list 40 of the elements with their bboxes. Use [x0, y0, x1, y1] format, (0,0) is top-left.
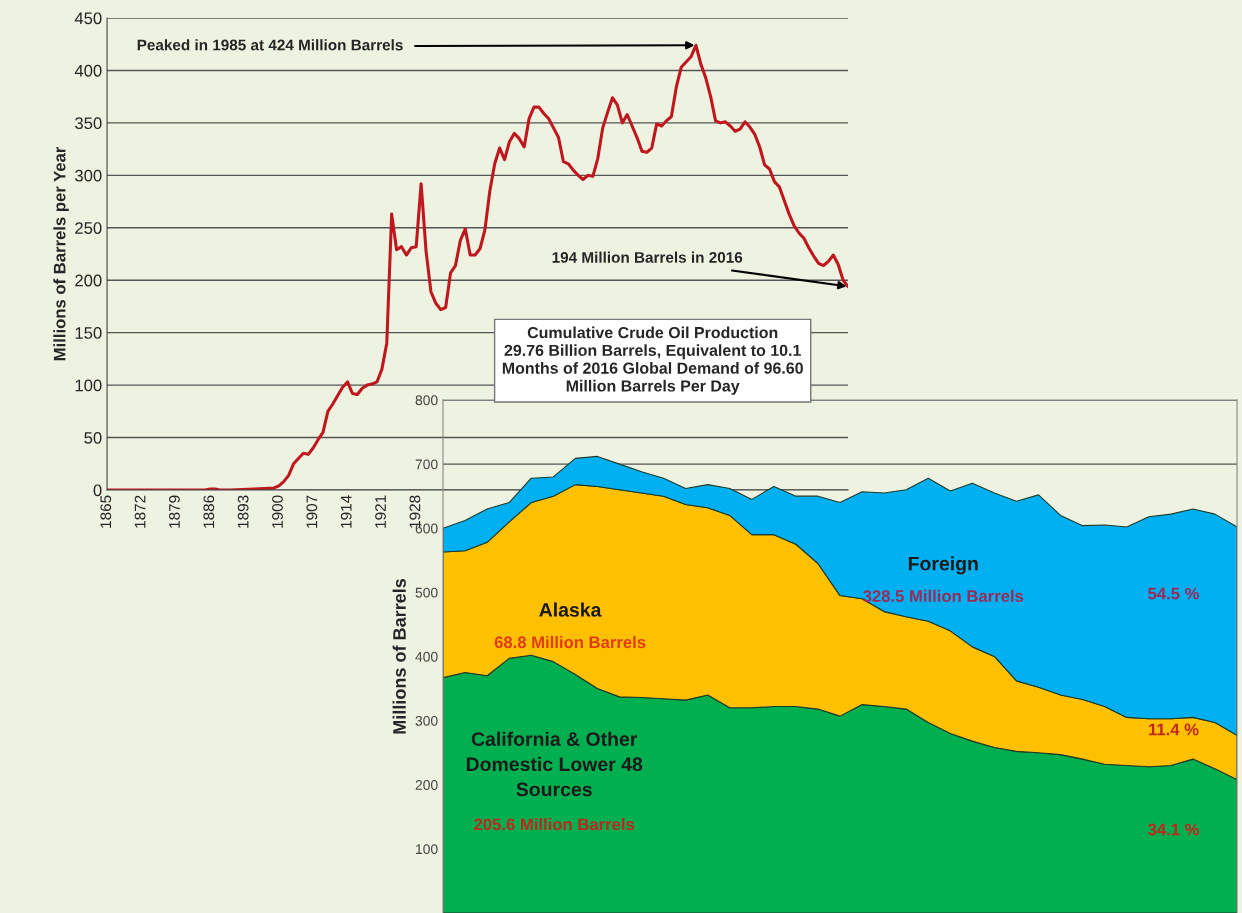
y-tick-label: 200	[415, 780, 438, 790]
annotation: 34.1 %	[1147, 823, 1200, 836]
y-tick-label: 500	[415, 587, 438, 598]
y-tick-label: 300	[415, 715, 438, 726]
y-tick-label: 450	[74, 12, 102, 25]
x-tick-label: 1900	[272, 495, 283, 528]
y-tick-label: 300	[75, 169, 102, 182]
y-tick-label: 50	[84, 431, 102, 444]
annotation: 328.5 Million Barrels	[863, 589, 1024, 602]
x-tick-label: 1879	[169, 495, 180, 528]
x-tick-label: 1907	[306, 495, 318, 528]
annotation: 54.5 %	[1148, 587, 1200, 600]
annotation: Cumulative Crude Oil Production 29.76 Billion Barrels, Equivalent to 10.1 Months of 2016 Global Demand of 96.60 Million Barrels Per Day	[502, 326, 803, 395]
y-tick-label: 100	[75, 379, 102, 392]
y-axis-title: Millions of Barrels	[392, 578, 406, 734]
x-tick-label: 1886	[203, 495, 215, 528]
y-tick-label: 150	[75, 327, 102, 339]
y-tick-label: 800	[415, 395, 438, 406]
x-tick-label: 1921	[375, 495, 386, 528]
y-tick-label: 200	[75, 274, 102, 287]
x-tick-label: 1914	[340, 495, 352, 528]
x-tick-label: 1872	[134, 495, 146, 528]
annotation: 205.6 Million Barrels	[474, 818, 635, 831]
y-tick-label: 250	[75, 222, 102, 234]
series-label: Alaska	[539, 602, 602, 617]
y-tick-label: 0	[93, 484, 102, 497]
series-label: Foreign	[908, 556, 978, 575]
y-tick-label: 350	[75, 117, 102, 130]
series-label: California & Other Domestic Lower 48 Sources	[466, 731, 643, 797]
y-tick-label: 700	[415, 459, 438, 470]
annotation: 68.8 Million Barrels	[494, 635, 646, 649]
y-axis-title: Millions of Barrels per Year	[53, 146, 69, 361]
annotation: 194 Million Barrels in 2016	[552, 251, 743, 263]
y-tick-label: 100	[416, 844, 438, 855]
x-tick-label: 1865	[100, 495, 112, 528]
annotation: Peaked in 1985 at 424 Million Barrels	[137, 39, 403, 51]
x-tick-label: 1893	[237, 495, 249, 528]
y-tick-label: 400	[74, 64, 102, 77]
y-tick-label: 400	[415, 651, 438, 662]
annotation: 11.4 %	[1149, 723, 1199, 736]
